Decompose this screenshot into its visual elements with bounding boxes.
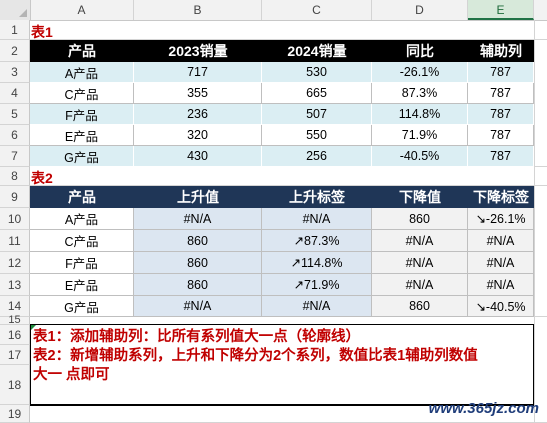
table1-cell[interactable]: 71.9% xyxy=(372,125,468,146)
table1-cell[interactable]: F产品 xyxy=(30,104,134,125)
table1-cell[interactable]: 550 xyxy=(262,125,372,146)
table1-cell[interactable]: C产品 xyxy=(30,83,134,104)
table1-cell[interactable]: -40.5% xyxy=(372,146,468,167)
table2-cell[interactable]: ↗114.8% xyxy=(262,252,372,274)
table1-cell[interactable]: 256 xyxy=(262,146,372,167)
table1-cell[interactable]: 787 xyxy=(468,62,534,83)
row-header-2[interactable]: 2 xyxy=(0,40,30,62)
row-header-3[interactable]: 3 xyxy=(0,62,30,83)
column-header-b[interactable]: B xyxy=(134,0,262,20)
watermark: www.365jz.com xyxy=(428,400,539,417)
table2-cell[interactable]: 860 xyxy=(372,296,468,317)
table2-cell[interactable]: #N/A xyxy=(372,230,468,252)
table1-cell[interactable]: 355 xyxy=(134,83,262,104)
row-header-18[interactable]: 18 xyxy=(0,365,30,405)
table1-cell[interactable]: 114.8% xyxy=(372,104,468,125)
table2-cell[interactable]: ↘-40.5% xyxy=(468,296,534,317)
table2-header-rise-label[interactable]: 上升标签 xyxy=(262,186,372,208)
table2-cell[interactable]: E产品 xyxy=(30,274,134,296)
table1-cell[interactable]: 717 xyxy=(134,62,262,83)
table1-header-yoy[interactable]: 同比 xyxy=(372,40,468,62)
column-header-c[interactable]: C xyxy=(262,0,372,20)
row-header-9[interactable]: 9 xyxy=(0,186,30,208)
table2-title: 表2 xyxy=(31,170,53,186)
table1-title: 表1 xyxy=(31,24,53,40)
table1-cell[interactable]: 507 xyxy=(262,104,372,125)
table2-cell[interactable]: ↗71.9% xyxy=(262,274,372,296)
notes-box[interactable]: 表1：添加辅助列：比所有系列值大一点（轮廓线） 表2：新增辅助系列，上升和下降分… xyxy=(30,324,534,406)
row-header-1[interactable]: 1 xyxy=(0,20,30,40)
table2-cell[interactable]: 860 xyxy=(134,252,262,274)
table2-cell[interactable]: #N/A xyxy=(134,208,262,230)
note-line-3: 大一 点即可 xyxy=(33,367,110,383)
table1-cell[interactable]: G产品 xyxy=(30,146,134,167)
table2-header-product[interactable]: 产品 xyxy=(30,186,134,208)
row-header-19[interactable]: 19 xyxy=(0,405,30,423)
select-all-corner[interactable] xyxy=(0,0,31,20)
table2-cell[interactable]: 860 xyxy=(134,230,262,252)
table2-cell[interactable]: #N/A xyxy=(134,296,262,317)
row-header-15[interactable]: 15 xyxy=(0,314,30,326)
column-header-d[interactable]: D xyxy=(372,0,468,20)
table1-cell[interactable]: 87.3% xyxy=(372,83,468,104)
row-header-13[interactable]: 13 xyxy=(0,274,30,296)
table2-cell[interactable]: 860 xyxy=(372,208,468,230)
table1-cell[interactable]: 787 xyxy=(468,146,534,167)
table1-cell[interactable]: 787 xyxy=(468,83,534,104)
table2-cell[interactable]: #N/A xyxy=(372,274,468,296)
table1-cell[interactable]: 787 xyxy=(468,125,534,146)
table1-cell[interactable]: 665 xyxy=(262,83,372,104)
note-line-1: 表1：添加辅助列：比所有系列值大一点（轮廓线） xyxy=(33,329,361,345)
row-header-12[interactable]: 12 xyxy=(0,252,30,274)
table1-header-helper[interactable]: 辅助列 xyxy=(468,40,534,62)
table2-cell[interactable]: ↗87.3% xyxy=(262,230,372,252)
table2-cell[interactable]: G产品 xyxy=(30,296,134,317)
row-header-8[interactable]: 8 xyxy=(0,167,30,186)
column-header-bar: A B C D E xyxy=(0,0,547,21)
table2-cell[interactable]: C产品 xyxy=(30,230,134,252)
table2-cell[interactable]: #N/A xyxy=(372,252,468,274)
table1-cell[interactable]: 530 xyxy=(262,62,372,83)
row-header-6[interactable]: 6 xyxy=(0,125,30,146)
table2-header-fall-label[interactable]: 下降标签 xyxy=(468,186,534,208)
table2-cell[interactable]: #N/A xyxy=(262,296,372,317)
table2-cell[interactable]: #N/A xyxy=(468,230,534,252)
table2-cell[interactable]: 860 xyxy=(134,274,262,296)
table1-cell[interactable]: 236 xyxy=(134,104,262,125)
column-header-a[interactable]: A xyxy=(30,0,134,20)
row-header-4[interactable]: 4 xyxy=(0,83,30,104)
table1-header-product[interactable]: 产品 xyxy=(30,40,134,62)
row-header-7[interactable]: 7 xyxy=(0,146,30,167)
table1-cell[interactable]: A产品 xyxy=(30,62,134,83)
table2-header-fall-value[interactable]: 下降值 xyxy=(372,186,468,208)
table2-header-rise-value[interactable]: 上升值 xyxy=(134,186,262,208)
table1-cell[interactable]: 787 xyxy=(468,104,534,125)
table1-cell[interactable]: E产品 xyxy=(30,125,134,146)
table2-cell[interactable]: #N/A xyxy=(262,208,372,230)
row-header-5[interactable]: 5 xyxy=(0,104,30,125)
table1-header-2023[interactable]: 2023销量 xyxy=(134,40,262,62)
table1-header-2024[interactable]: 2024销量 xyxy=(262,40,372,62)
row-header-17[interactable]: 17 xyxy=(0,345,30,365)
table2-cell[interactable]: #N/A xyxy=(468,274,534,296)
table2-cell[interactable]: A产品 xyxy=(30,208,134,230)
table2-cell[interactable]: ↘-26.1% xyxy=(468,208,534,230)
table2-cell[interactable]: #N/A xyxy=(468,252,534,274)
table2-cell[interactable]: F产品 xyxy=(30,252,134,274)
table1-cell[interactable]: 320 xyxy=(134,125,262,146)
table1-cell[interactable]: 430 xyxy=(134,146,262,167)
column-header-e[interactable]: E xyxy=(468,0,534,20)
table1-cell[interactable]: -26.1% xyxy=(372,62,468,83)
note-line-2: 表2：新增辅助系列，上升和下降分为2个系列，数值比表1辅助列数值 xyxy=(33,348,478,364)
error-indicator-icon xyxy=(31,325,36,330)
row-header-10[interactable]: 10 xyxy=(0,208,30,230)
row-header-16[interactable]: 16 xyxy=(0,325,30,345)
row-header-11[interactable]: 11 xyxy=(0,230,30,252)
row-header-14[interactable]: 14 xyxy=(0,296,30,317)
